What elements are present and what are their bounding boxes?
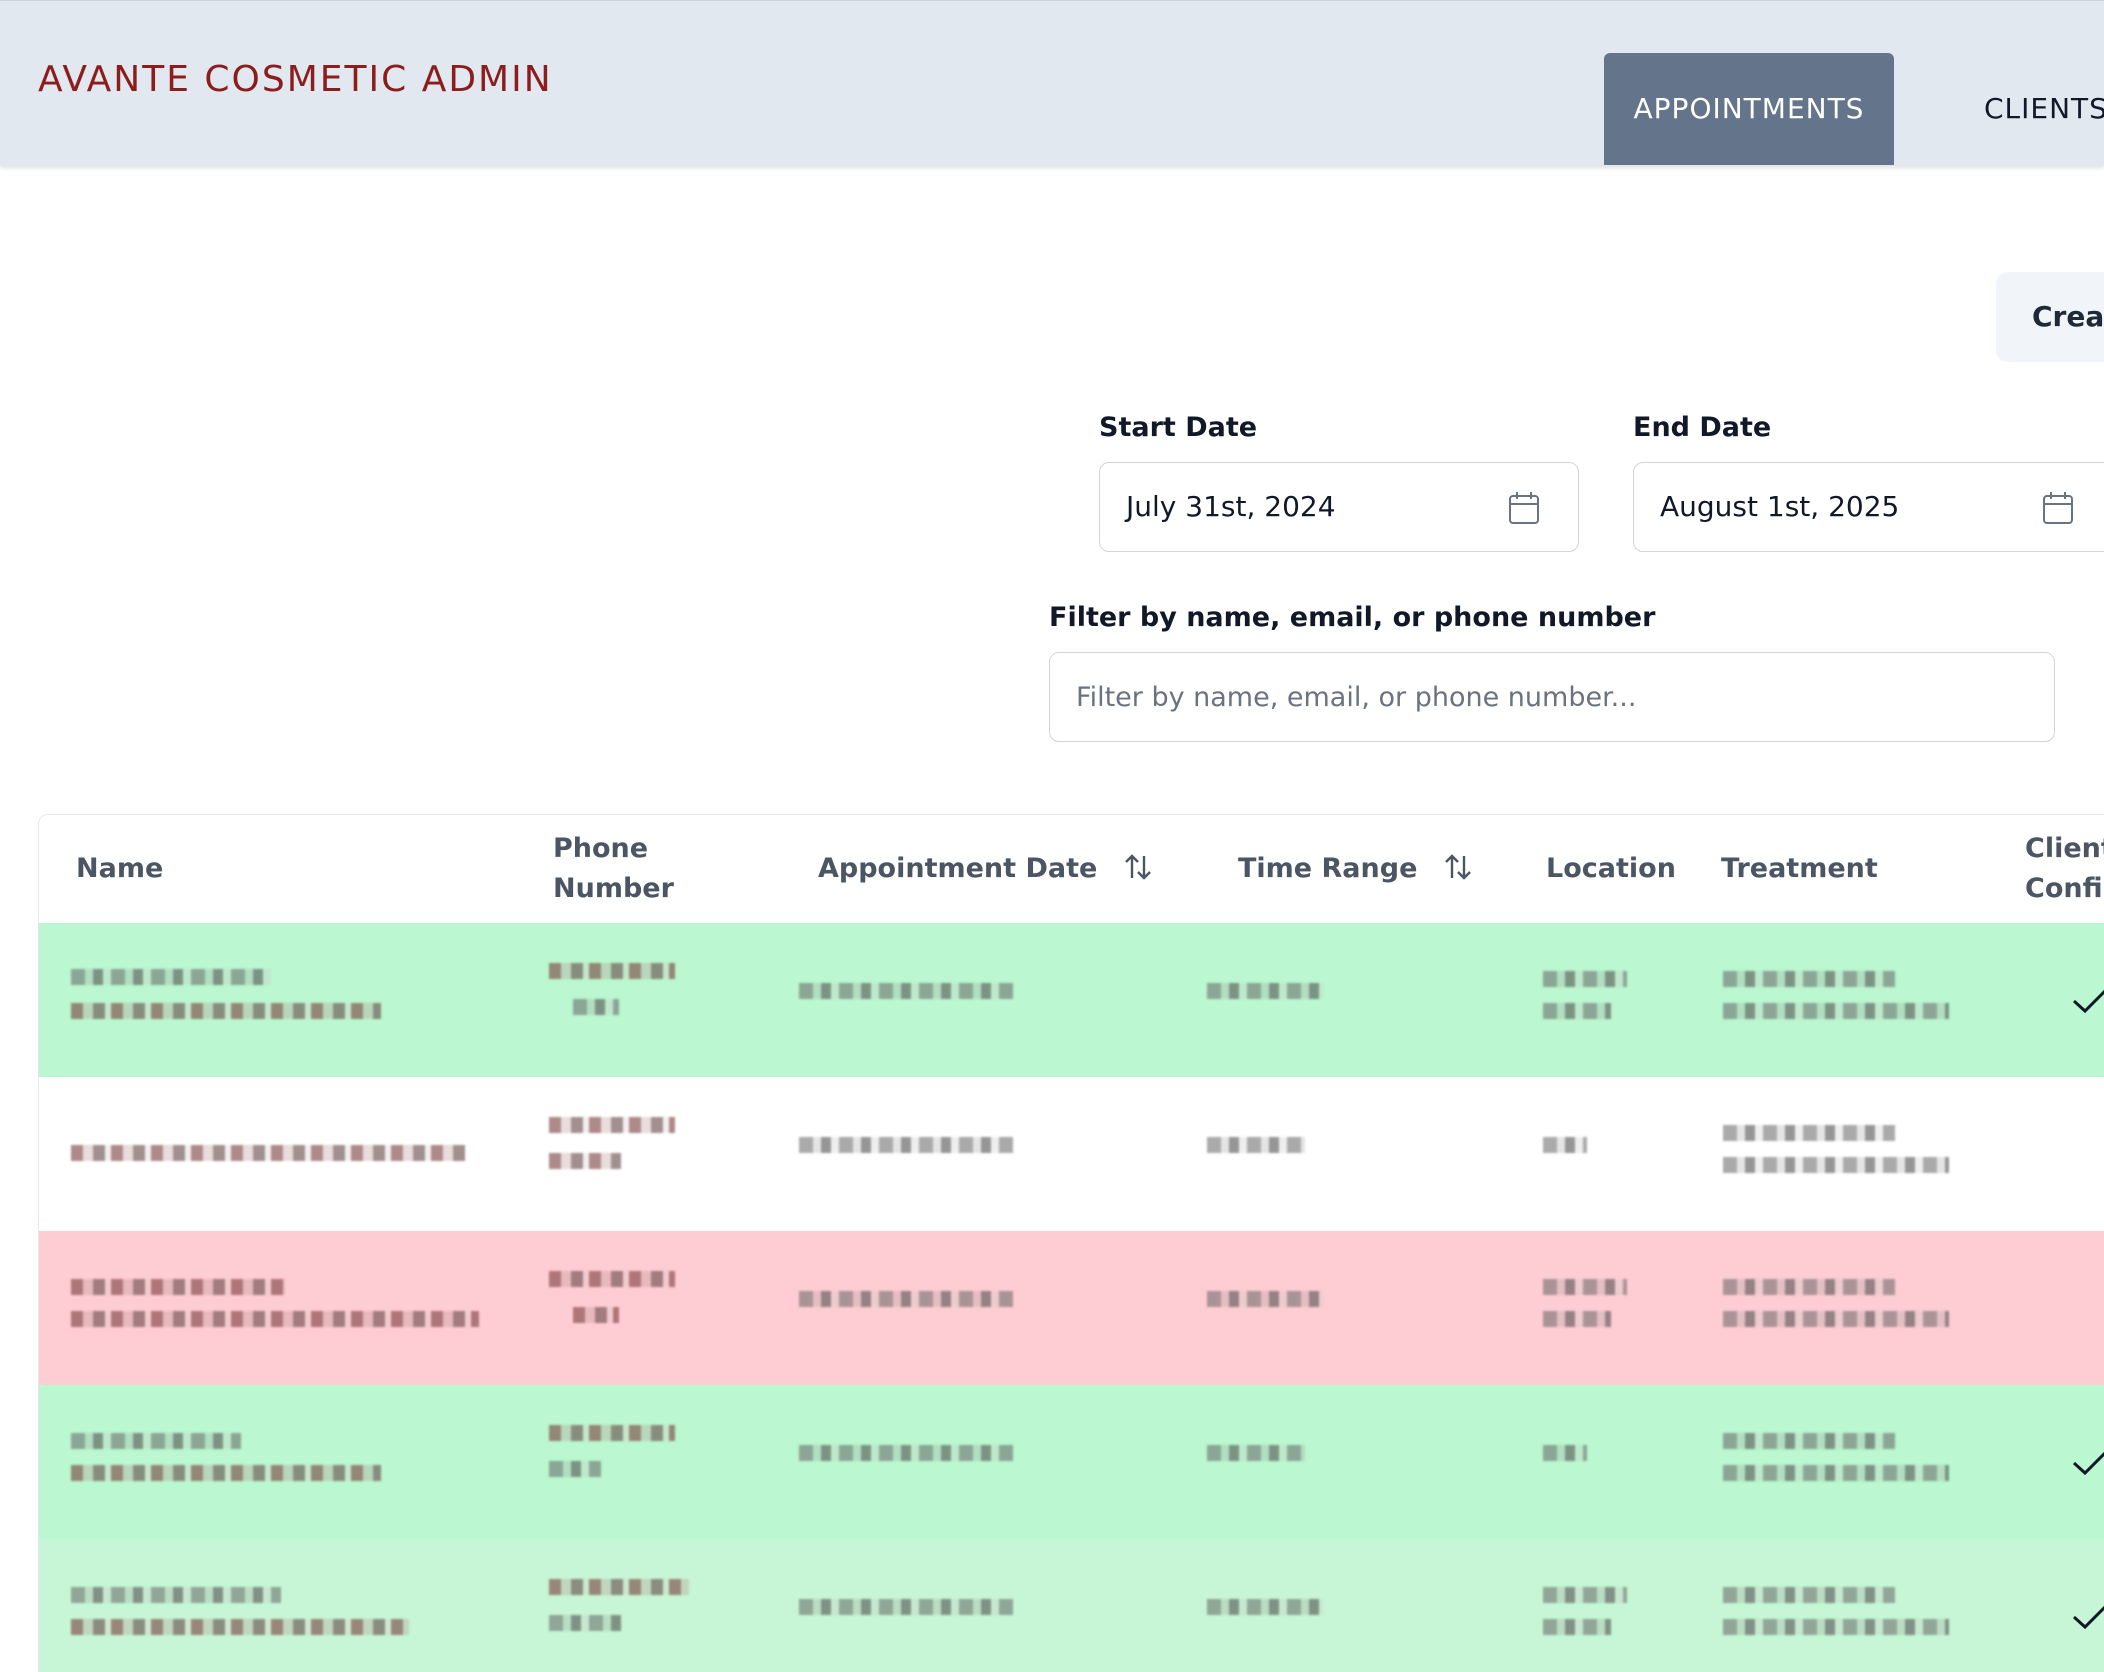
table-row[interactable] bbox=[39, 1231, 2104, 1385]
redacted-date bbox=[799, 1445, 1013, 1461]
column-header-location[interactable]: Location bbox=[1546, 853, 1676, 884]
redacted-phone bbox=[573, 1307, 619, 1323]
sort-arrows-icon[interactable] bbox=[1123, 852, 1153, 882]
redacted-location bbox=[1543, 1445, 1587, 1461]
column-header-treatment[interactable]: Treatment bbox=[1721, 853, 1878, 884]
calendar-icon[interactable] bbox=[2042, 491, 2074, 525]
appointments-table: Name Phone Number Appointment Date Time … bbox=[38, 814, 2104, 1672]
redacted-treatment bbox=[1723, 1433, 1895, 1449]
column-header-client-confirmed[interactable]: Client Confir bbox=[2025, 833, 2104, 904]
redacted-treatment bbox=[1723, 1279, 1895, 1295]
filter-label: Filter by name, email, or phone number bbox=[1049, 602, 1656, 633]
redacted-name bbox=[71, 969, 271, 985]
redacted-location bbox=[1543, 1619, 1611, 1635]
redacted-time bbox=[1207, 983, 1323, 999]
redacted-name bbox=[71, 1465, 381, 1481]
redacted-time bbox=[1207, 1137, 1305, 1153]
column-header-appointment-date[interactable]: Appointment Date bbox=[818, 849, 1153, 889]
top-navigation-bar: AVANTE COSMETIC ADMIN APPOINTMENTS CLIEN… bbox=[0, 0, 2104, 166]
redacted-phone bbox=[549, 1615, 621, 1631]
table-header: Name Phone Number Appointment Date Time … bbox=[39, 815, 2104, 923]
redacted-name bbox=[71, 1279, 285, 1295]
redacted-location bbox=[1543, 971, 1627, 987]
start-date-value: July 31st, 2024 bbox=[1126, 490, 1336, 523]
redacted-treatment bbox=[1723, 1587, 1895, 1603]
redacted-name bbox=[71, 1003, 381, 1019]
redacted-date bbox=[799, 1599, 1013, 1615]
redacted-phone bbox=[549, 1425, 675, 1441]
tab-clients[interactable]: CLIENTS bbox=[1984, 92, 2104, 125]
check-icon bbox=[2072, 989, 2104, 1014]
column-header-time-range[interactable]: Time Range bbox=[1238, 849, 1473, 889]
start-date-label: Start Date bbox=[1099, 412, 1258, 443]
redacted-phone bbox=[573, 999, 619, 1015]
redacted-treatment bbox=[1723, 1619, 1949, 1635]
redacted-treatment bbox=[1723, 1003, 1949, 1019]
redacted-phone bbox=[549, 963, 675, 979]
table-row[interactable] bbox=[39, 1539, 2104, 1672]
redacted-phone bbox=[549, 1461, 601, 1477]
check-icon bbox=[2072, 1605, 2104, 1630]
column-header-name[interactable]: Name bbox=[76, 853, 164, 884]
redacted-location bbox=[1543, 1003, 1611, 1019]
redacted-name bbox=[71, 1145, 465, 1161]
table-row[interactable] bbox=[39, 1385, 2104, 1539]
redacted-treatment bbox=[1723, 1157, 1949, 1173]
redacted-location bbox=[1543, 1311, 1611, 1327]
sort-arrows-icon[interactable] bbox=[1443, 852, 1473, 882]
redacted-treatment bbox=[1723, 1125, 1895, 1141]
redacted-treatment bbox=[1723, 1465, 1949, 1481]
redacted-time bbox=[1207, 1599, 1323, 1615]
redacted-location bbox=[1543, 1137, 1587, 1153]
create-appointment-button[interactable]: Create bbox=[1996, 272, 2104, 362]
column-header-appointment-date-label: Appointment Date bbox=[818, 853, 1098, 884]
redacted-location bbox=[1543, 1587, 1627, 1603]
redacted-date bbox=[799, 983, 1013, 999]
filter-search-input[interactable] bbox=[1049, 652, 2055, 742]
redacted-phone bbox=[549, 1153, 621, 1169]
redacted-phone bbox=[549, 1117, 675, 1133]
start-date-picker[interactable]: July 31st, 2024 bbox=[1099, 462, 1579, 552]
redacted-phone bbox=[549, 1579, 689, 1595]
column-header-time-range-label: Time Range bbox=[1238, 853, 1418, 884]
redacted-name bbox=[71, 1311, 479, 1327]
redacted-time bbox=[1207, 1445, 1305, 1461]
tab-appointments[interactable]: APPOINTMENTS bbox=[1604, 53, 1894, 165]
column-header-phone[interactable]: Phone Number bbox=[553, 833, 674, 904]
redacted-date bbox=[799, 1291, 1013, 1307]
redacted-name bbox=[71, 1619, 409, 1635]
end-date-label: End Date bbox=[1633, 412, 1772, 443]
redacted-treatment bbox=[1723, 1311, 1949, 1327]
brand-title: AVANTE COSMETIC ADMIN bbox=[38, 59, 553, 100]
redacted-location bbox=[1543, 1279, 1627, 1295]
check-icon bbox=[2072, 1451, 2104, 1476]
redacted-name bbox=[71, 1433, 241, 1449]
end-date-value: August 1st, 2025 bbox=[1660, 490, 1900, 523]
redacted-date bbox=[799, 1137, 1013, 1153]
end-date-picker[interactable]: August 1st, 2025 bbox=[1633, 462, 2104, 552]
redacted-treatment bbox=[1723, 971, 1895, 987]
redacted-time bbox=[1207, 1291, 1323, 1307]
table-row[interactable] bbox=[39, 923, 2104, 1077]
redacted-phone bbox=[549, 1271, 675, 1287]
table-row[interactable] bbox=[39, 1077, 2104, 1231]
redacted-name bbox=[71, 1587, 281, 1603]
calendar-icon[interactable] bbox=[1508, 491, 1540, 525]
